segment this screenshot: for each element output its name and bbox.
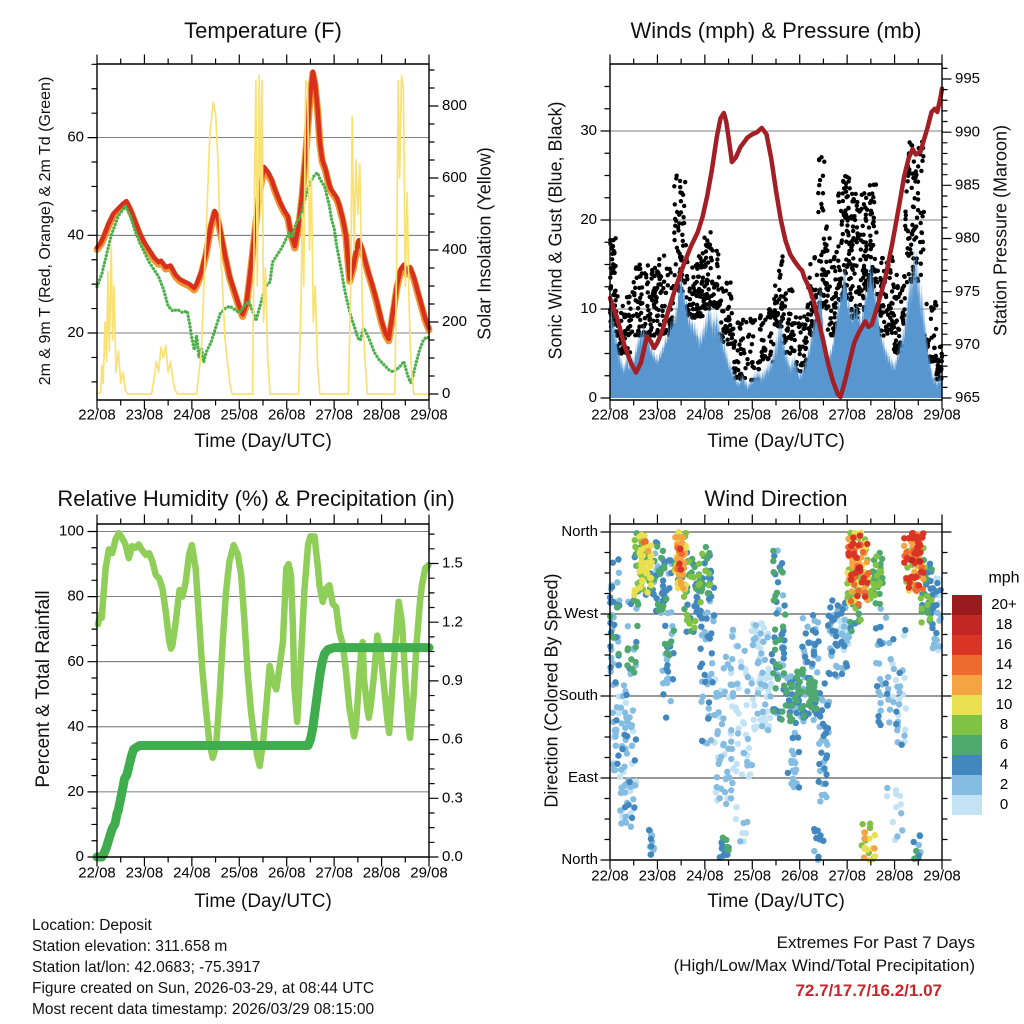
extremes-subheading: (High/Low/Max Wind/Total Precipitation) — [673, 956, 975, 975]
footer-created: Figure created on Sun, 2026-03-29, at 08… — [32, 980, 375, 997]
extremes-heading: Extremes For Past 7 Days — [776, 933, 975, 952]
footer-elevation: Station elevation: 311.658 m — [32, 938, 228, 955]
winds-x-axis-label: Time (Day/UTC) — [707, 431, 845, 452]
footer-location: Location: Deposit — [32, 917, 152, 934]
temperature-x-axis-label: Time (Day/UTC) — [194, 431, 332, 452]
solar-y-axis-label-right: Solar Insolation (Yellow) — [474, 147, 495, 340]
wind-gust-y-axis-label-left: Sonic Wind & Gust (Blue, Black) — [545, 101, 566, 360]
direction-y-axis-label: Direction (Colored By Speed) — [541, 573, 562, 808]
extremes-value: 72.7/17.7/16.2/1.07 — [795, 981, 942, 1000]
humidity-precip-chart-title: Relative Humidity (%) & Precipitation (i… — [57, 486, 455, 511]
direction-x-axis-label: Time (Day/UTC) — [707, 891, 845, 912]
footer-latlon: Station lat/lon: 42.0683; -75.3917 — [32, 959, 261, 976]
extremes-block: Extremes For Past 7 Days (High/Low/Max W… — [674, 931, 975, 1002]
humidity-x-axis-label: Time (Day/UTC) — [194, 891, 332, 912]
temperature-chart-title: Temperature (F) — [184, 18, 342, 43]
temperature-y-axis-label-left: 2m & 9m T (Red, Orange) & 2m Td (Green) — [37, 76, 54, 386]
station-info-footer: Location: Deposit Station elevation: 311… — [32, 915, 374, 1020]
footer-timestamp: Most recent data timestamp: 2026/03/29 0… — [32, 1001, 375, 1018]
pressure-y-axis-label-right: Station Pressure (Maroon) — [990, 124, 1011, 337]
winds-pressure-chart-title: Winds (mph) & Pressure (mb) — [630, 18, 922, 43]
percent-rainfall-y-axis-label: Percent & Total Rainfall — [33, 590, 54, 788]
wind-direction-chart-title: Wind Direction — [704, 486, 848, 511]
